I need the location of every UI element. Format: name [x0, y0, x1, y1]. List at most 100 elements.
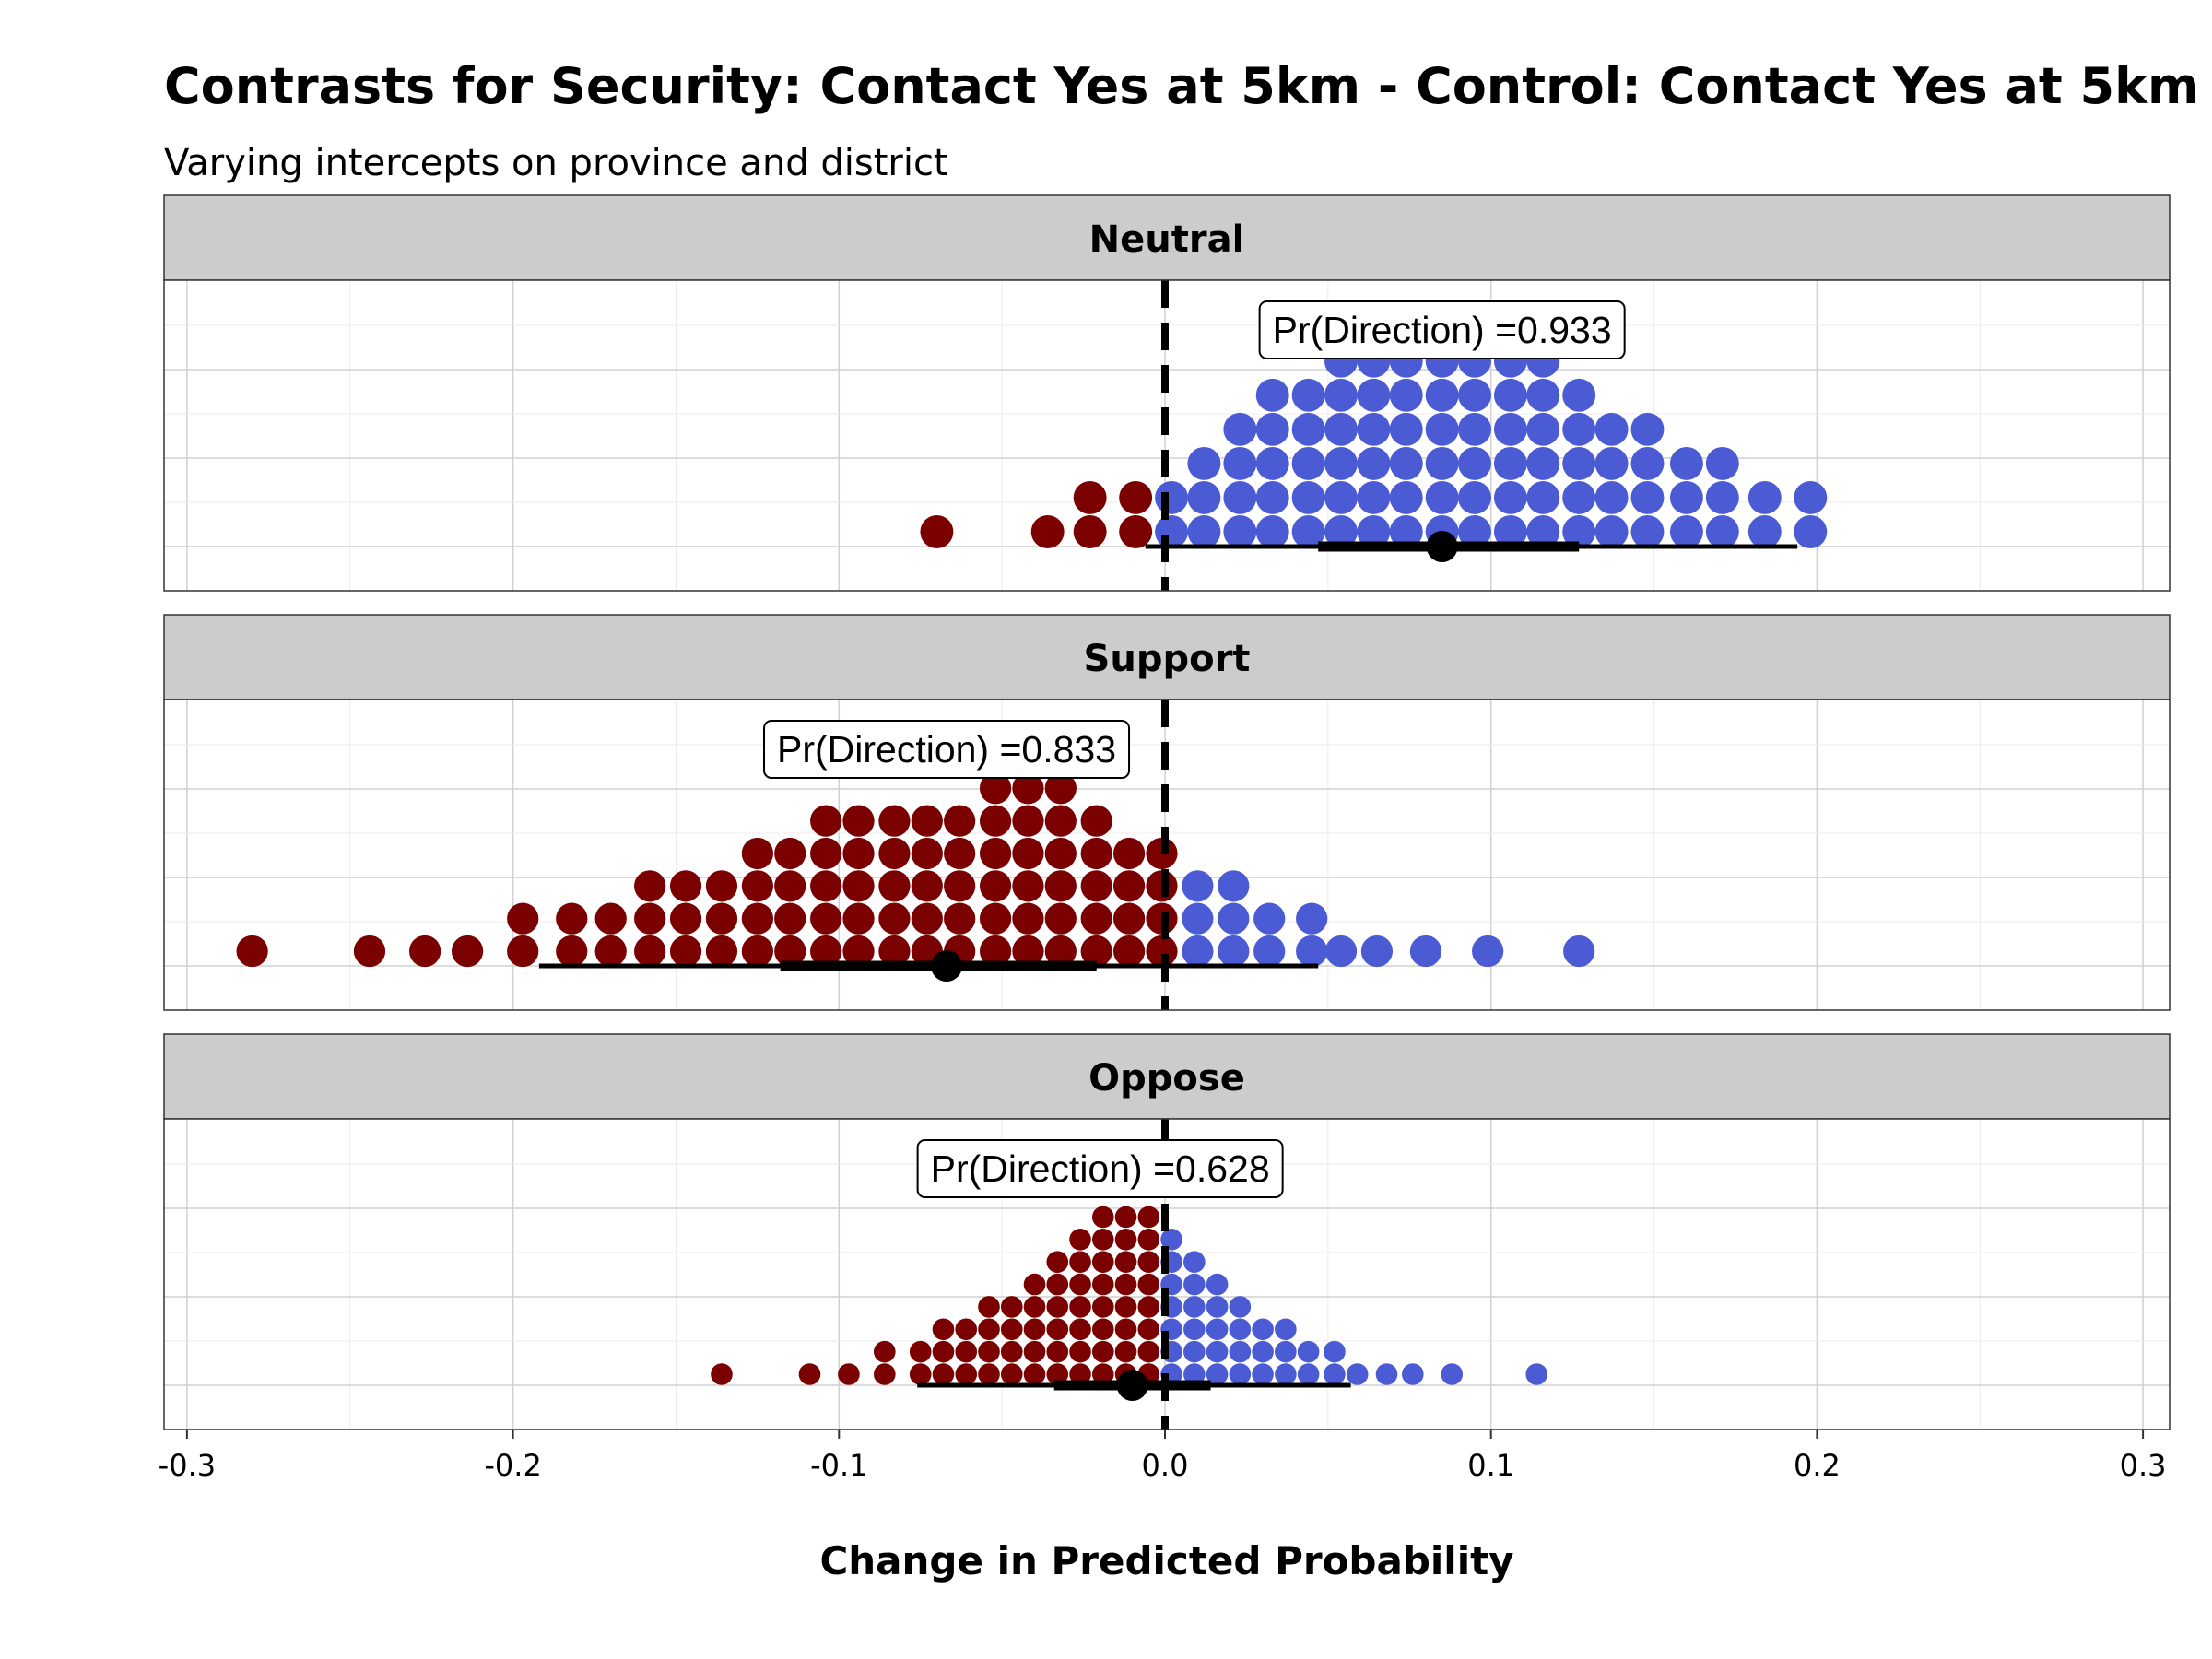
posterior-dot [1324, 480, 1358, 514]
posterior-dot [507, 935, 539, 968]
panel-neutral: Neutral Pr(Direction) =0.933 [163, 194, 2171, 592]
posterior-dot [1472, 935, 1504, 968]
posterior-dot [1705, 515, 1739, 548]
posterior-dot [1023, 1296, 1046, 1318]
posterior-dot [909, 1363, 932, 1385]
posterior-dot [932, 1318, 955, 1341]
posterior-dot [1296, 935, 1328, 968]
posterior-dot [1182, 935, 1214, 968]
posterior-dot [810, 805, 842, 837]
x-tick-label: 0.2 [1794, 1448, 1841, 1483]
posterior-dot [1206, 1363, 1229, 1385]
posterior-dot [1160, 1229, 1182, 1251]
pr-direction-box [763, 720, 1131, 779]
posterior-dot [1183, 1363, 1206, 1385]
posterior-dot [1137, 1273, 1160, 1296]
posterior-dot [1091, 1363, 1114, 1385]
posterior-dot [1229, 1363, 1252, 1385]
posterior-dot [1563, 935, 1595, 968]
posterior-dot [1187, 446, 1221, 480]
posterior-dot [1080, 902, 1112, 935]
posterior-dot [1275, 1340, 1297, 1363]
posterior-dot [774, 902, 806, 935]
x-tick-label: 0.1 [1467, 1448, 1514, 1483]
posterior-dot [1562, 378, 1596, 412]
posterior-dot [1389, 515, 1423, 548]
posterior-dot [1080, 805, 1112, 837]
posterior-dot [1275, 1363, 1297, 1385]
posterior-dot [1137, 1251, 1160, 1274]
posterior-dot [1425, 378, 1459, 412]
posterior-dot [1357, 412, 1391, 446]
posterior-dot [1594, 515, 1629, 548]
posterior-dot [669, 902, 702, 935]
posterior-dot [1069, 1251, 1091, 1274]
posterior-dot [1218, 935, 1250, 968]
posterior-dot [634, 935, 666, 968]
posterior-dot [1562, 480, 1596, 514]
posterior-dot [944, 805, 976, 837]
posterior-dot [1229, 1318, 1252, 1341]
posterior-dot [1000, 1296, 1023, 1318]
posterior-dot [944, 837, 976, 870]
posterior-dot [1112, 902, 1146, 935]
posterior-dot [1000, 1363, 1023, 1385]
posterior-dot [1023, 1340, 1046, 1363]
posterior-dot [1360, 935, 1394, 968]
posterior-dot [1389, 378, 1423, 412]
posterior-dot [1069, 1273, 1091, 1296]
posterior-dot [1114, 1251, 1137, 1274]
panel-border [163, 699, 2171, 1011]
posterior-dot [556, 935, 588, 968]
posterior-dot [874, 1363, 896, 1385]
posterior-dot [1046, 1340, 1069, 1363]
posterior-dot [774, 837, 806, 870]
posterior-dot [1630, 515, 1665, 548]
posterior-dot [1069, 1318, 1091, 1341]
x-tick-label: 0.0 [1142, 1448, 1189, 1483]
posterior-dot [1255, 378, 1289, 412]
panel-strip-label: Support [1084, 638, 1251, 680]
posterior-dot [978, 1318, 1000, 1341]
posterior-dot [1137, 1340, 1160, 1363]
chart-title: Contrasts for Security: Contact Yes at 5… [164, 57, 2199, 115]
posterior-dot [1425, 446, 1459, 480]
posterior-dot [1091, 1318, 1114, 1341]
posterior-dot [1187, 480, 1221, 514]
posterior-dot [1091, 1229, 1114, 1251]
posterior-dot [236, 935, 268, 968]
posterior-dot [1223, 412, 1257, 446]
posterior-dot [1255, 480, 1289, 514]
median-point [1426, 531, 1458, 562]
posterior-dot [1080, 935, 1112, 968]
posterior-dot [1206, 1318, 1229, 1341]
posterior-dot [634, 870, 666, 902]
posterior-dot [920, 515, 954, 548]
posterior-dot [1357, 446, 1391, 480]
posterior-dot [1594, 412, 1629, 446]
posterior-dot [955, 1340, 978, 1363]
x-tick-label: 0.3 [2120, 1448, 2167, 1483]
posterior-dot [1630, 412, 1665, 446]
panel-support: Support Pr(Direction) =0.833 [163, 614, 2171, 1011]
posterior-dot [1119, 515, 1153, 548]
posterior-dot [1218, 902, 1250, 935]
posterior-dot [1012, 870, 1044, 902]
posterior-dot [944, 870, 976, 902]
posterior-dot [1091, 1296, 1114, 1318]
posterior-dot [810, 870, 842, 902]
posterior-dot [842, 935, 875, 968]
panel-strip [163, 194, 2171, 281]
posterior-dot [932, 1363, 955, 1385]
posterior-dot [1252, 1318, 1274, 1341]
posterior-dot [1114, 1340, 1137, 1363]
posterior-dot [1112, 870, 1146, 902]
posterior-dot [978, 1363, 1000, 1385]
posterior-dot [1255, 515, 1289, 548]
posterior-dot [1218, 870, 1250, 902]
posterior-dot [1069, 1340, 1091, 1363]
posterior-dot [1137, 1206, 1160, 1229]
posterior-dot [1630, 446, 1665, 480]
posterior-dot [1747, 480, 1782, 514]
posterior-dot [1594, 446, 1629, 480]
